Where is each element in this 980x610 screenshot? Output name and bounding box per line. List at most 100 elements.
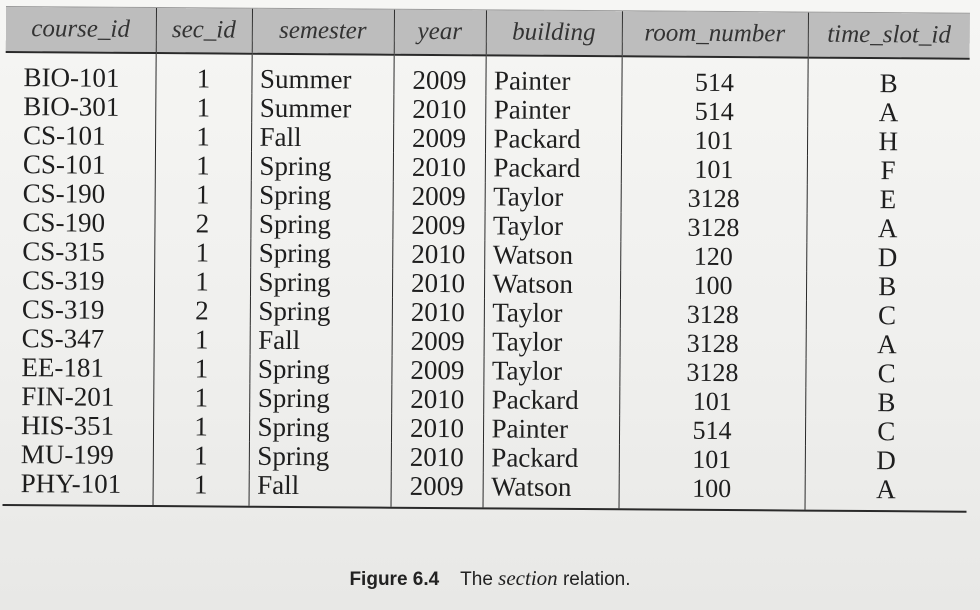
- cell-time-slot-id: D: [806, 242, 969, 273]
- cell-room-number: 3128: [619, 357, 806, 388]
- cell-year: 2009: [391, 326, 484, 357]
- cell-sec-id: 1: [154, 238, 251, 268]
- cell-sec-id: 1: [154, 180, 251, 210]
- cell-course-id: CS-101: [22, 149, 106, 180]
- cell-building: Packard: [484, 153, 621, 184]
- cell-building: Taylor: [484, 211, 621, 242]
- cell-semester: Spring: [249, 383, 392, 414]
- cell-time-slot-id: A: [805, 329, 968, 360]
- cell-semester: Spring: [249, 296, 392, 327]
- cell-sec-id: 1: [152, 412, 250, 442]
- cell-building: Painter: [485, 55, 622, 97]
- cell-time-slot-id: D: [804, 445, 967, 476]
- column-header-time-slot-id: time_slot_id: [807, 12, 970, 59]
- cell-semester: Summer: [251, 93, 394, 124]
- cell-semester: Fall: [250, 122, 394, 153]
- cell-building: Taylor: [483, 298, 620, 329]
- cell-sec-id: 1: [155, 53, 252, 94]
- cell-semester: Fall: [248, 470, 391, 508]
- cell-year: 2009: [392, 123, 486, 154]
- cell-course-id: MU-199: [20, 439, 114, 470]
- cell-room-number: 514: [621, 96, 808, 127]
- cell-building: Watson: [483, 269, 621, 300]
- cell-year: 2009: [392, 210, 485, 241]
- cell-course-id: CS-190: [22, 178, 106, 209]
- caption-relation-name: section: [498, 566, 558, 590]
- cell-year: 2009: [392, 181, 485, 212]
- column-header-room-number: room_number: [621, 10, 808, 58]
- cell-time-slot-id: C: [805, 358, 968, 389]
- cell-room-number: 3128: [619, 299, 806, 330]
- section-relation-table: course_id sec_id semester year building …: [2, 6, 970, 513]
- cell-semester: Spring: [250, 180, 393, 211]
- cell-sec-id: 1: [154, 151, 251, 181]
- cell-course-id: CS-319: [21, 265, 105, 296]
- cell-building: Packard: [484, 124, 622, 155]
- cell-time-slot-id: C: [805, 300, 968, 331]
- cell-course-id: CS-319: [21, 294, 105, 325]
- cell-course-id: BIO-101: [23, 62, 120, 93]
- cell-room-number: 101: [620, 154, 807, 185]
- cell-course-id: CS-101: [22, 120, 106, 151]
- cell-course-id: CS-347: [21, 323, 105, 354]
- cell-semester: Fall: [249, 325, 392, 356]
- cell-time-slot-id: A: [806, 213, 969, 244]
- cell-time-slot-id: C: [804, 416, 968, 447]
- cell-room-number: 101: [618, 444, 805, 475]
- cell-sec-id: 1: [153, 383, 250, 413]
- cell-sec-id: 1: [152, 441, 249, 471]
- cell-building: Taylor: [483, 327, 620, 358]
- cell-year: 2010: [391, 384, 484, 415]
- cell-sec-id: 1: [153, 354, 250, 384]
- cell-time-slot-id: A: [807, 97, 970, 128]
- cell-time-slot-id: B: [805, 271, 969, 302]
- cell-course-id: CS-190: [22, 207, 106, 238]
- table-row: BIO-101 1 Summer 2009 Painter 514 B: [5, 52, 970, 99]
- cell-semester: Spring: [250, 238, 393, 269]
- cell-building: Packard: [483, 385, 620, 416]
- cell-time-slot-id: A: [804, 474, 967, 512]
- cell-room-number: 3128: [620, 212, 807, 243]
- cell-year: 2010: [391, 297, 484, 328]
- cell-year: 2010: [391, 268, 485, 299]
- cell-year: 2009: [391, 355, 484, 386]
- cell-year: 2010: [392, 239, 485, 270]
- cell-room-number: 3128: [619, 328, 806, 359]
- cell-room-number: 101: [619, 386, 806, 417]
- cell-course-id: BIO-301: [23, 91, 120, 122]
- cell-time-slot-id: E: [806, 184, 969, 215]
- cell-year: 2010: [392, 152, 485, 183]
- cell-building: Packard: [482, 443, 619, 474]
- cell-time-slot-id: F: [806, 155, 969, 186]
- column-header-semester: semester: [251, 8, 394, 55]
- cell-room-number: 100: [619, 270, 807, 301]
- table-row: PHY-101 1 Fall 2009 Watson 100 A: [2, 468, 967, 512]
- cell-room-number: 514: [618, 415, 806, 446]
- cell-sec-id: 2: [153, 296, 250, 326]
- cell-sec-id: 1: [152, 470, 249, 507]
- caption-text-before: The: [460, 569, 493, 590]
- cell-course-id: CS-315: [22, 236, 105, 267]
- cell-semester: Spring: [250, 151, 393, 182]
- column-header-sec-id: sec_id: [155, 7, 252, 54]
- cell-building: Painter: [485, 95, 622, 126]
- cell-course-id: PHY-101: [2, 468, 153, 507]
- cell-semester: Spring: [249, 267, 393, 298]
- cell-time-slot-id: B: [807, 57, 970, 99]
- figure-caption: Figure 6.4 The section relation.: [0, 566, 980, 591]
- cell-year: 2010: [393, 94, 486, 125]
- cell-building: Painter: [482, 414, 620, 445]
- cell-course-id: FIN-201: [21, 381, 115, 412]
- cell-sec-id: 1: [154, 122, 252, 152]
- cell-semester: Spring: [250, 209, 393, 240]
- cell-semester: Spring: [249, 354, 392, 385]
- cell-semester: Summer: [251, 53, 394, 95]
- cell-room-number: 3128: [620, 183, 807, 214]
- cell-building: Taylor: [484, 182, 621, 213]
- section-relation-table-wrapper: course_id sec_id semester year building …: [2, 6, 970, 537]
- column-header-year: year: [393, 9, 486, 56]
- cell-sec-id: 1: [153, 267, 251, 297]
- column-header-building: building: [485, 9, 622, 57]
- cell-semester: Spring: [248, 441, 391, 472]
